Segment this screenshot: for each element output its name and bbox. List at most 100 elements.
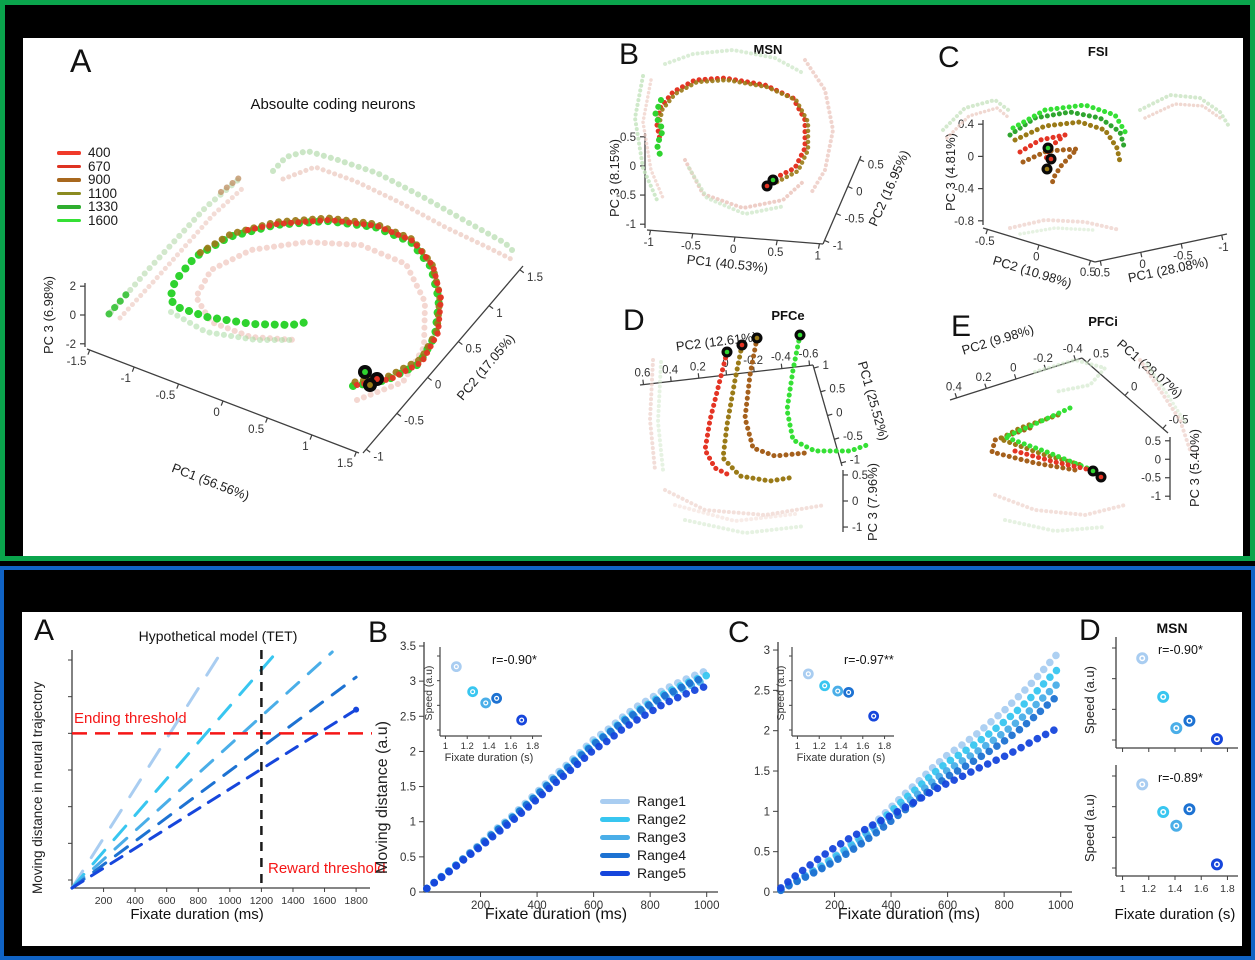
svg-text:600: 600 bbox=[158, 895, 176, 907]
svg-text:-1: -1 bbox=[1218, 242, 1228, 254]
svg-text:0.2: 0.2 bbox=[976, 372, 992, 384]
svg-text:1: 1 bbox=[764, 806, 770, 818]
svg-text:0: 0 bbox=[435, 380, 441, 392]
svg-text:0.6: 0.6 bbox=[634, 368, 650, 380]
legend-item: Range1 bbox=[600, 792, 686, 810]
svg-text:r=-0.89*: r=-0.89* bbox=[1158, 771, 1203, 785]
svg-text:2: 2 bbox=[410, 746, 416, 758]
svg-text:-0.5: -0.5 bbox=[681, 240, 701, 252]
svg-text:1.6: 1.6 bbox=[504, 741, 517, 752]
svg-text:3.5: 3.5 bbox=[400, 641, 416, 653]
svg-text:-0.6: -0.6 bbox=[799, 349, 819, 361]
legend-swatch bbox=[600, 870, 630, 876]
svg-text:1800: 1800 bbox=[344, 895, 368, 907]
range-legend: Range1 Range2 Range3 Range4 Range5 bbox=[600, 792, 686, 882]
svg-text:0: 0 bbox=[836, 407, 842, 419]
svg-text:-1: -1 bbox=[850, 455, 860, 467]
svg-text:0: 0 bbox=[764, 887, 770, 899]
svg-text:1: 1 bbox=[1120, 883, 1126, 895]
svg-text:r=-0.90*: r=-0.90* bbox=[492, 653, 537, 667]
svg-text:3: 3 bbox=[764, 645, 770, 657]
top-figure-panel: A Absoulte coding neurons 400 670 900 1100 1… bbox=[23, 38, 1243, 556]
svg-text:600: 600 bbox=[938, 900, 957, 912]
svg-text:-0.2: -0.2 bbox=[1033, 353, 1053, 365]
svg-text:800: 800 bbox=[190, 895, 208, 907]
legend-label: Range5 bbox=[637, 865, 687, 881]
panel-a-legend: 400 670 900 1100 1330 1600 bbox=[57, 145, 118, 228]
bottom-figure-panel: A Hypothetical model (TET) Moving distan… bbox=[22, 612, 1242, 946]
svg-text:0: 0 bbox=[1155, 454, 1161, 466]
legend-swatch bbox=[600, 816, 630, 822]
svg-text:-0.5: -0.5 bbox=[1141, 473, 1161, 485]
svg-text:r=-0.97**: r=-0.97** bbox=[844, 653, 894, 667]
svg-text:-0.5: -0.5 bbox=[616, 190, 636, 202]
svg-text:400: 400 bbox=[126, 895, 144, 907]
svg-text:1.5: 1.5 bbox=[527, 272, 543, 284]
moving-distance-c-plot: 0 0.5 1 1.5 2 2.5 3 200 400 600 800 1000 1 1.2 1.4 1.6 1… bbox=[754, 642, 1074, 912]
svg-text:2: 2 bbox=[764, 726, 770, 738]
distance-b-letter: B bbox=[368, 616, 389, 649]
svg-text:Fixate duration (s): Fixate duration (s) bbox=[797, 752, 886, 764]
svg-text:2.5: 2.5 bbox=[400, 711, 416, 723]
svg-text:-1: -1 bbox=[852, 522, 862, 534]
svg-text:1.4: 1.4 bbox=[1168, 883, 1183, 895]
svg-text:PC 3 (8.15%): PC 3 (8.15%) bbox=[607, 139, 622, 217]
svg-text:-0.5: -0.5 bbox=[843, 431, 863, 443]
svg-text:2: 2 bbox=[70, 281, 76, 293]
svg-text:1000: 1000 bbox=[1048, 900, 1074, 912]
msn-panel-title: MSN bbox=[1156, 620, 1188, 636]
svg-text:400: 400 bbox=[881, 900, 900, 912]
svg-text:-0.5: -0.5 bbox=[1173, 250, 1193, 262]
svg-text:-0.5: -0.5 bbox=[404, 416, 424, 428]
legend-item: 670 bbox=[57, 158, 118, 174]
svg-text:-1: -1 bbox=[644, 237, 654, 249]
svg-text:0.5: 0.5 bbox=[620, 132, 636, 144]
svg-text:1.6: 1.6 bbox=[856, 741, 869, 752]
svg-text:1.2: 1.2 bbox=[813, 741, 826, 752]
svg-text:200: 200 bbox=[95, 895, 113, 907]
svg-text:-0.4: -0.4 bbox=[954, 184, 974, 196]
legend-swatch bbox=[57, 151, 81, 155]
svg-text:1.5: 1.5 bbox=[400, 782, 416, 794]
distance-c-letter: C bbox=[728, 616, 750, 649]
svg-text:1.8: 1.8 bbox=[878, 741, 891, 752]
svg-text:PC1 (25.52%): PC1 (25.52%) bbox=[855, 359, 892, 442]
svg-text:PC 3 (7.96%): PC 3 (7.96%) bbox=[865, 463, 880, 541]
svg-text:1: 1 bbox=[823, 360, 829, 372]
svg-text:-0.5: -0.5 bbox=[156, 390, 176, 402]
svg-text:PC 3 (5.40%): PC 3 (5.40%) bbox=[1187, 429, 1202, 507]
svg-text:1.8: 1.8 bbox=[1220, 883, 1235, 895]
panel-c-title: FSI bbox=[1087, 44, 1109, 59]
msn-speed-scatter: r=-0.90* 1 1.2 1.4 1.6 1.8 r=-0.89* bbox=[1112, 637, 1238, 895]
svg-text:3: 3 bbox=[410, 676, 416, 688]
svg-text:1: 1 bbox=[814, 250, 820, 262]
svg-text:1.4: 1.4 bbox=[482, 741, 495, 752]
svg-text:400: 400 bbox=[527, 900, 546, 912]
svg-text:1400: 1400 bbox=[281, 895, 305, 907]
model-xlabel: Fixate duration (ms) bbox=[130, 906, 264, 923]
panel-e-letter: E bbox=[951, 310, 972, 343]
svg-text:PC1 (40.53%): PC1 (40.53%) bbox=[686, 252, 769, 275]
legend-label: Range4 bbox=[637, 847, 687, 863]
pca-plot-msn: 0.5 0 -0.5 -1 PC 3 (8.15%) -1 -0.5 0 0.5 1 PC1 (40… bbox=[607, 48, 912, 275]
svg-text:1000: 1000 bbox=[694, 900, 720, 912]
svg-text:PC 3 (6.98%): PC 3 (6.98%) bbox=[41, 276, 56, 354]
msn-panel-letter: D bbox=[1079, 614, 1101, 647]
panel-a-title: Absoulte coding neurons bbox=[250, 96, 416, 113]
model-panel-letter: A bbox=[34, 614, 55, 647]
legend-label: 900 bbox=[88, 172, 111, 188]
legend-label: 670 bbox=[88, 158, 111, 174]
svg-text:0.4: 0.4 bbox=[946, 382, 963, 394]
svg-text:1: 1 bbox=[795, 741, 800, 752]
svg-text:0.5: 0.5 bbox=[466, 344, 482, 356]
svg-text:0.5: 0.5 bbox=[868, 159, 884, 171]
svg-text:0.5: 0.5 bbox=[829, 384, 845, 396]
legend-item: Range4 bbox=[600, 846, 686, 864]
svg-text:0.5: 0.5 bbox=[248, 424, 264, 436]
svg-text:-1: -1 bbox=[626, 219, 636, 231]
legend-label: Range1 bbox=[637, 793, 687, 809]
reward-threshold-label: Reward threshold bbox=[268, 860, 386, 877]
bottom-figure-frame: A Hypothetical model (TET) Moving distan… bbox=[0, 566, 1255, 960]
